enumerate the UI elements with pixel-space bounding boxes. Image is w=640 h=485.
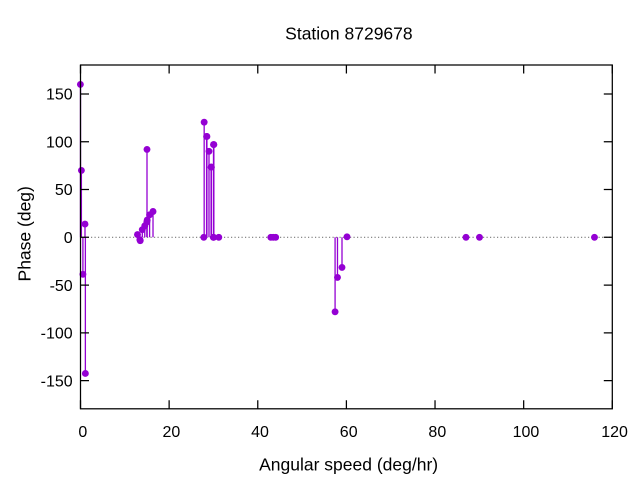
svg-text:-100: -100: [41, 326, 73, 343]
svg-text:40: 40: [251, 424, 269, 441]
svg-text:120: 120: [601, 424, 628, 441]
svg-text:Phase (deg): Phase (deg): [15, 186, 35, 281]
svg-text:Angular speed (deg/hr): Angular speed (deg/hr): [259, 454, 438, 474]
svg-text:-150: -150: [41, 373, 73, 390]
svg-text:-50: -50: [50, 278, 73, 295]
svg-text:100: 100: [513, 424, 540, 441]
svg-text:80: 80: [428, 424, 446, 441]
svg-text:60: 60: [340, 424, 358, 441]
svg-text:150: 150: [46, 87, 73, 104]
svg-text:50: 50: [55, 182, 73, 199]
svg-text:0: 0: [78, 424, 87, 441]
svg-text:0: 0: [64, 230, 73, 247]
svg-text:100: 100: [46, 134, 73, 151]
svg-text:20: 20: [163, 424, 181, 441]
svg-text:Station 8729678: Station 8729678: [285, 24, 412, 44]
